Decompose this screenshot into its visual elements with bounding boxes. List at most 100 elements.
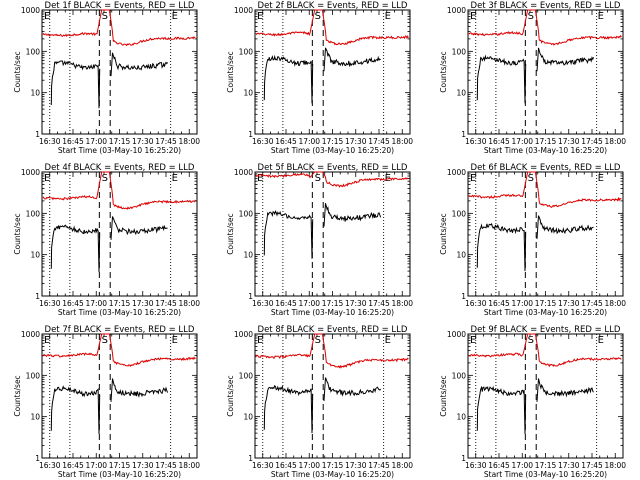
plot-frame [41,333,198,459]
events-trace [323,203,382,227]
x-tick-label: 18:00 [391,137,413,146]
lld-trace [468,171,622,208]
y-tick-label: 1000 [21,330,40,339]
saa-label: S [528,173,534,184]
y-tick-label: 10 [30,413,40,422]
y-tick-label: 100 [26,371,41,380]
events-trace [263,54,314,104]
events-trace [263,384,314,434]
saa-label: S [528,335,534,346]
saa-label: S [102,173,108,184]
y-tick-label: 10 [243,89,253,98]
x-tick-label: 17:45 [155,461,177,470]
lld-trace [42,9,196,47]
x-axis-label: Start Time (03-May-10 16:25:20) [271,308,394,317]
x-tick-label: 17:15 [109,461,131,470]
plot-frame [41,171,198,297]
x-tick-label: 17:00 [298,461,320,470]
eclipse-label: E [598,173,604,184]
x-tick-label: 17:15 [322,299,344,308]
y-tick-label: 10 [456,413,466,422]
eclipse-label: E [598,335,604,346]
y-tick-label: 10 [456,251,466,260]
x-tick-label: 18:00 [604,299,626,308]
panel-title: Det 4f BLACK = Events, RED = LLD [45,163,195,173]
panel-title: Det 9f BLACK = Events, RED = LLD [471,325,621,335]
panel-5: Det 5f BLACK = Events, RED = LLD 1 10 100 10… [226,163,413,317]
x-tick-label: 16:30 [39,137,61,146]
lld-trace [42,171,196,210]
lld-trace [468,333,622,368]
events-trace [476,54,527,104]
y-axis-label: Counts/sec [439,213,448,254]
x-axis-label: Start Time (03-May-10 16:25:20) [484,308,607,317]
panel-title: Det 7f BLACK = Events, RED = LLD [45,325,195,335]
lld-trace [255,333,409,369]
y-tick-label: 1000 [21,6,40,15]
x-axis-label: Start Time (03-May-10 16:25:20) [484,470,607,479]
plot-frame [467,9,624,135]
x-tick-label: 17:15 [535,137,557,146]
x-tick-label: 17:45 [155,299,177,308]
y-tick-label: 10 [456,89,466,98]
x-tick-label: 18:00 [178,137,200,146]
x-tick-label: 17:00 [511,461,533,470]
panel-title: Det 8f BLACK = Events, RED = LLD [258,325,408,335]
y-tick-label: 100 [452,209,467,218]
saa-label: S [315,173,321,184]
y-tick-label: 10 [243,251,253,260]
x-tick-label: 18:00 [604,137,626,146]
x-tick-label: 17:45 [368,299,390,308]
lld-trace [255,171,409,188]
x-tick-label: 17:00 [85,299,107,308]
eclipse-label: E [470,335,476,346]
panel-3: Det 3f BLACK = Events, RED = LLD 1 10 100 10… [439,1,626,155]
y-tick-label: 100 [239,209,254,218]
x-tick-label: 17:00 [511,137,533,146]
eclipse-label: E [172,173,178,184]
x-tick-label: 17:45 [368,137,390,146]
x-axis-label: Start Time (03-May-10 16:25:20) [58,146,181,155]
eclipse-label: E [385,335,391,346]
x-tick-label: 17:15 [322,137,344,146]
events-trace [323,47,381,72]
y-tick-label: 1 [35,454,40,463]
x-tick-label: 16:30 [252,137,274,146]
events-trace [536,215,594,240]
eclipse-label: E [598,11,604,22]
x-tick-label: 17:00 [298,137,320,146]
x-tick-label: 16:30 [39,461,61,470]
panel-title: Det 6f BLACK = Events, RED = LLD [471,163,621,173]
x-tick-label: 16:30 [465,137,487,146]
plot-frame [254,171,411,297]
eclipse-label: E [470,11,476,22]
x-tick-label: 18:00 [178,461,200,470]
panel-title: Det 5f BLACK = Events, RED = LLD [258,163,408,173]
events-trace [110,52,169,77]
lld-trace [255,9,409,46]
x-tick-label: 16:45 [62,299,84,308]
x-tick-label: 16:45 [488,461,510,470]
y-tick-label: 1 [461,130,466,139]
y-tick-label: 1000 [447,168,466,177]
y-tick-label: 100 [239,371,254,380]
x-tick-label: 17:30 [132,137,154,146]
x-tick-label: 17:45 [368,461,390,470]
x-tick-label: 16:45 [62,461,84,470]
eclipse-label: E [44,173,50,184]
events-trace [536,47,594,72]
panel-1: Det 1f BLACK = Events, RED = LLD 1 10 100 10… [13,1,200,155]
x-tick-label: 17:30 [345,137,367,146]
x-tick-label: 17:30 [345,461,367,470]
x-tick-label: 17:30 [132,299,154,308]
x-tick-label: 17:30 [558,299,580,308]
lld-trace [468,9,622,46]
saa-label: S [102,11,108,22]
x-tick-label: 17:30 [558,461,580,470]
plot-frame [467,333,624,459]
y-tick-label: 1 [248,292,253,301]
panel-title: Det 2f BLACK = Events, RED = LLD [258,1,408,11]
x-tick-label: 16:30 [252,461,274,470]
eclipse-label: E [257,335,263,346]
x-axis-label: Start Time (03-May-10 16:25:20) [271,470,394,479]
